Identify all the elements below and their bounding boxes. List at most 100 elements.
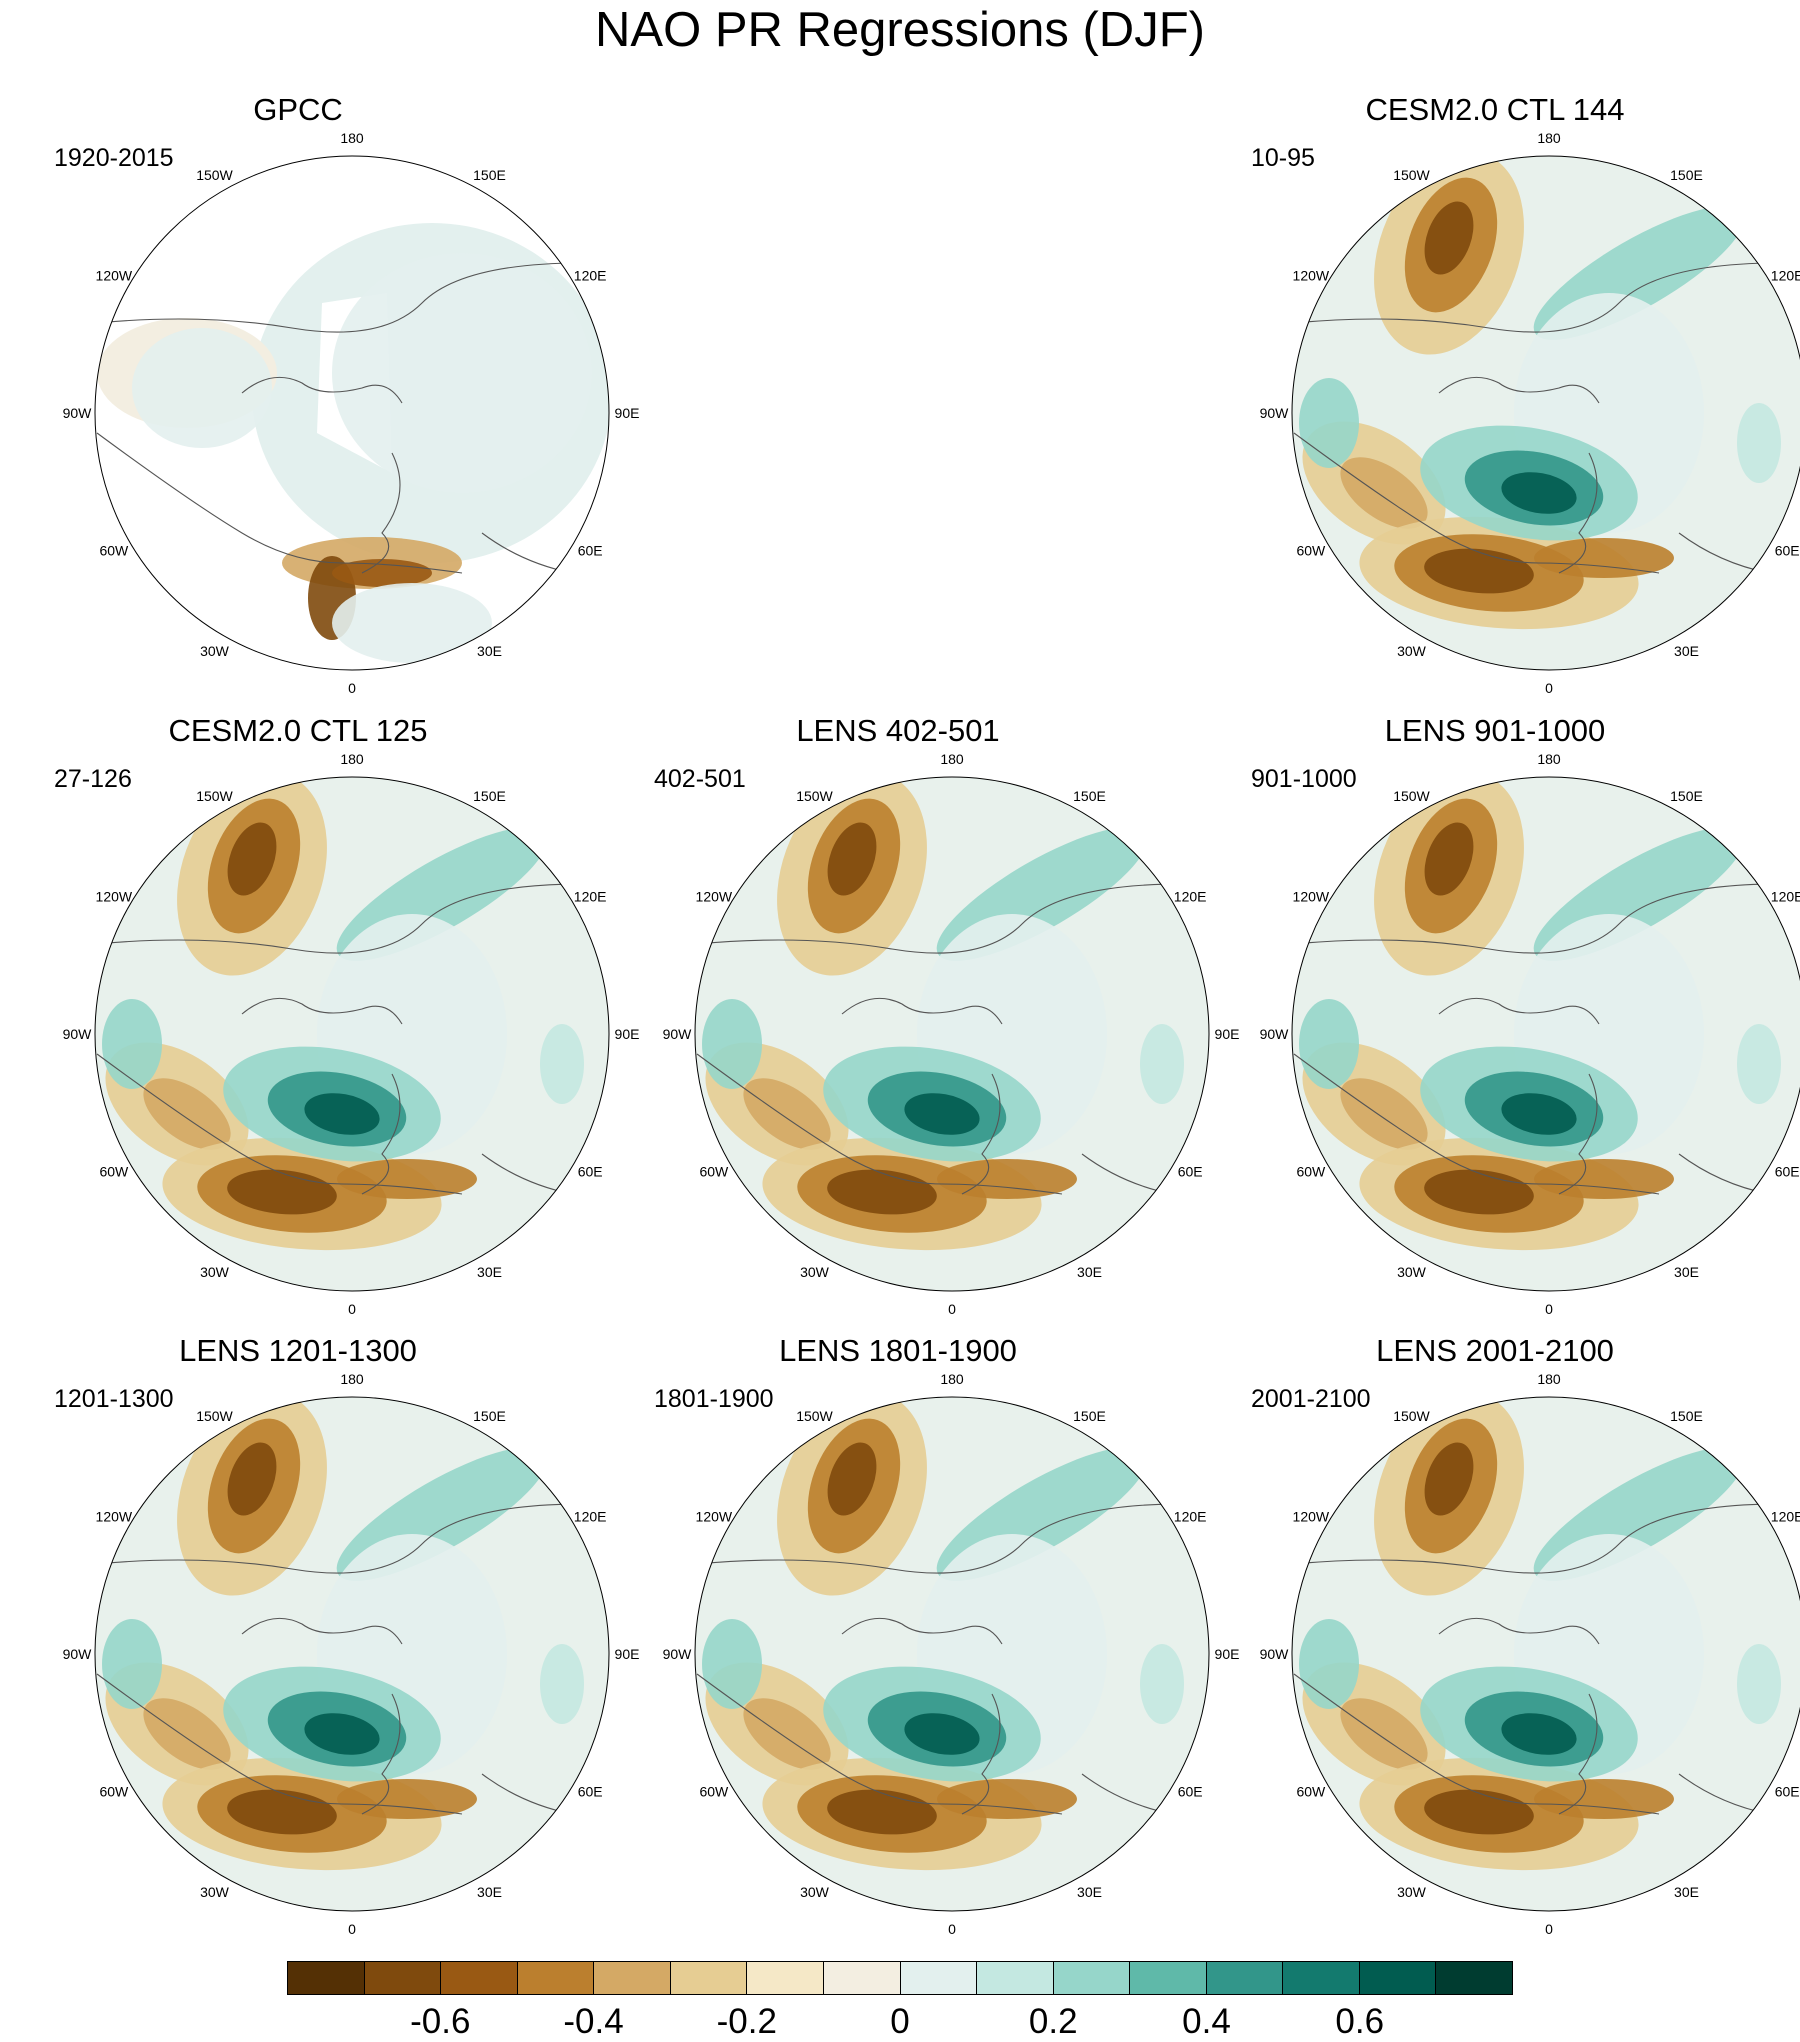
lon-label: 90W (1260, 1646, 1290, 1662)
colorbar-swatch (1283, 1962, 1360, 1994)
map-panel: LENS 1201-1300 1201-1300 180 150E 120E 90E 60E… (8, 1333, 640, 1953)
lon-label: 120W (96, 268, 133, 284)
panel-title: CESM2.0 CTL 144 (1365, 92, 1625, 127)
lon-label: 150E (473, 1408, 506, 1424)
colorbar-swatch (977, 1962, 1054, 1994)
lon-label: 60E (1775, 1784, 1800, 1800)
polar-map: 180 150E 120E 90E 60E 30E 0 30W 60W 90W 120W 150W (63, 1371, 640, 1937)
lon-label: 120E (574, 268, 607, 284)
lon-label: 120E (1174, 889, 1207, 905)
map-boundary (694, 776, 1210, 1292)
lon-label: 30E (1674, 643, 1699, 659)
colorbar-swatch (594, 1962, 671, 1994)
map-panel: LENS 901-1000 901-1000 180 150E 120E 90E 60E 30… (1205, 713, 1800, 1333)
map-panel: LENS 402-501 402-501 180 150E 120E 90E 60E 30E 0… (608, 713, 1240, 1333)
lon-label: 60E (1178, 1784, 1203, 1800)
lon-label: 30W (1397, 643, 1427, 659)
lon-label: 30W (1397, 1264, 1427, 1280)
map-field (695, 1397, 1209, 1911)
lon-label: 60W (699, 1164, 729, 1180)
lon-label: 60W (99, 1164, 129, 1180)
panel-title: GPCC (253, 92, 343, 127)
lon-label: 150E (473, 788, 506, 804)
lon-label: 60E (578, 1784, 603, 1800)
lon-label: 150E (1670, 1408, 1703, 1424)
lon-label: 30E (477, 643, 502, 659)
lon-label: 60W (99, 1784, 129, 1800)
lon-label: 30E (477, 1264, 502, 1280)
map-field (95, 156, 609, 670)
lon-label: 0 (1545, 1301, 1553, 1317)
lon-label: 120E (574, 1509, 607, 1525)
lon-label: 150W (796, 788, 833, 804)
lon-label: 30E (1077, 1884, 1102, 1900)
figure-title: NAO PR Regressions (DJF) (595, 3, 1205, 57)
map-boundary (1291, 1396, 1800, 1912)
colorbar-tick-label: 0.6 (1335, 2002, 1385, 2041)
lon-label: 150W (1393, 167, 1430, 183)
lon-label: 60W (1296, 543, 1326, 559)
lon-label: 30E (477, 1884, 502, 1900)
lon-label: 150E (473, 167, 506, 183)
lon-label: 0 (1545, 680, 1553, 696)
colorbar-swatch (441, 1962, 518, 1994)
map-boundary (94, 1396, 610, 1912)
map-panel: CESM2.0 CTL 125 27-126 180 150E 120E 90E 60E 30… (8, 713, 639, 1333)
lon-label: 90W (63, 1646, 93, 1662)
polar-map: 180 150E 120E 90E 60E 30E 0 30W 60W 90W 120W 150W (663, 751, 1240, 1317)
lon-label: 90E (615, 1026, 640, 1042)
panel-title: LENS 2001-2100 (1376, 1333, 1614, 1368)
lon-label: 30W (1397, 1884, 1427, 1900)
period-label: 402-501 (654, 765, 746, 793)
colorbar-swatch (670, 1962, 748, 1994)
map-boundary (94, 776, 610, 1292)
lon-label: 150W (1393, 788, 1430, 804)
lon-label: 150W (796, 1408, 833, 1424)
colorbar-swatch (1053, 1962, 1131, 1994)
map-field (1292, 1397, 1800, 1911)
lon-label: 180 (1537, 1371, 1561, 1387)
lon-label: 60W (1296, 1164, 1326, 1180)
lon-label: 0 (948, 1301, 956, 1317)
period-label: 1920-2015 (54, 144, 174, 172)
map-field (95, 1397, 609, 1911)
colorbar-tick-label: -0.6 (410, 2002, 471, 2041)
period-label: 1801-1900 (654, 1385, 774, 1413)
lon-label: 150W (196, 788, 233, 804)
lon-label: 0 (348, 680, 356, 696)
map-boundary (694, 1396, 1210, 1912)
lon-label: 120E (1771, 268, 1800, 284)
colorbar-tick-label: -0.4 (563, 2002, 624, 2041)
lon-label: 0 (948, 1921, 956, 1937)
lon-label: 180 (340, 130, 364, 146)
lon-label: 120W (96, 889, 133, 905)
lon-label: 120E (1174, 1509, 1207, 1525)
lon-label: 90W (63, 405, 93, 421)
lon-label: 60E (1775, 1164, 1800, 1180)
lon-label: 120E (1771, 1509, 1800, 1525)
map-field (695, 777, 1209, 1291)
colorbar (287, 1961, 1513, 1995)
lon-label: 90E (1215, 1026, 1240, 1042)
panel-title: LENS 901-1000 (1384, 713, 1606, 748)
colorbar-swatch (1359, 1962, 1437, 1994)
lon-label: 90E (1215, 1646, 1240, 1662)
lon-label: 180 (940, 1371, 964, 1387)
lon-label: 150W (196, 167, 233, 183)
lon-label: 120W (96, 1509, 133, 1525)
lon-label: 60E (1178, 1164, 1203, 1180)
lon-label: 120W (1293, 889, 1330, 905)
colorbar-swatch (747, 1962, 824, 1994)
lon-label: 150W (196, 1408, 233, 1424)
lon-label: 90W (1260, 1026, 1290, 1042)
colorbar-swatch (364, 1962, 442, 1994)
map-panel: GPCC 1920-2015 180 150E 120E 90E 60E 30E 0 30W 60W… (8, 92, 639, 712)
period-label: 2001-2100 (1251, 1385, 1371, 1413)
lon-label: 30E (1077, 1264, 1102, 1280)
lon-label: 60E (578, 543, 603, 559)
colorbar-tick-label: 0.2 (1028, 2002, 1078, 2041)
map-boundary (1291, 776, 1800, 1292)
lon-label: 120W (696, 889, 733, 905)
colorbar-swatch (288, 1962, 365, 1994)
